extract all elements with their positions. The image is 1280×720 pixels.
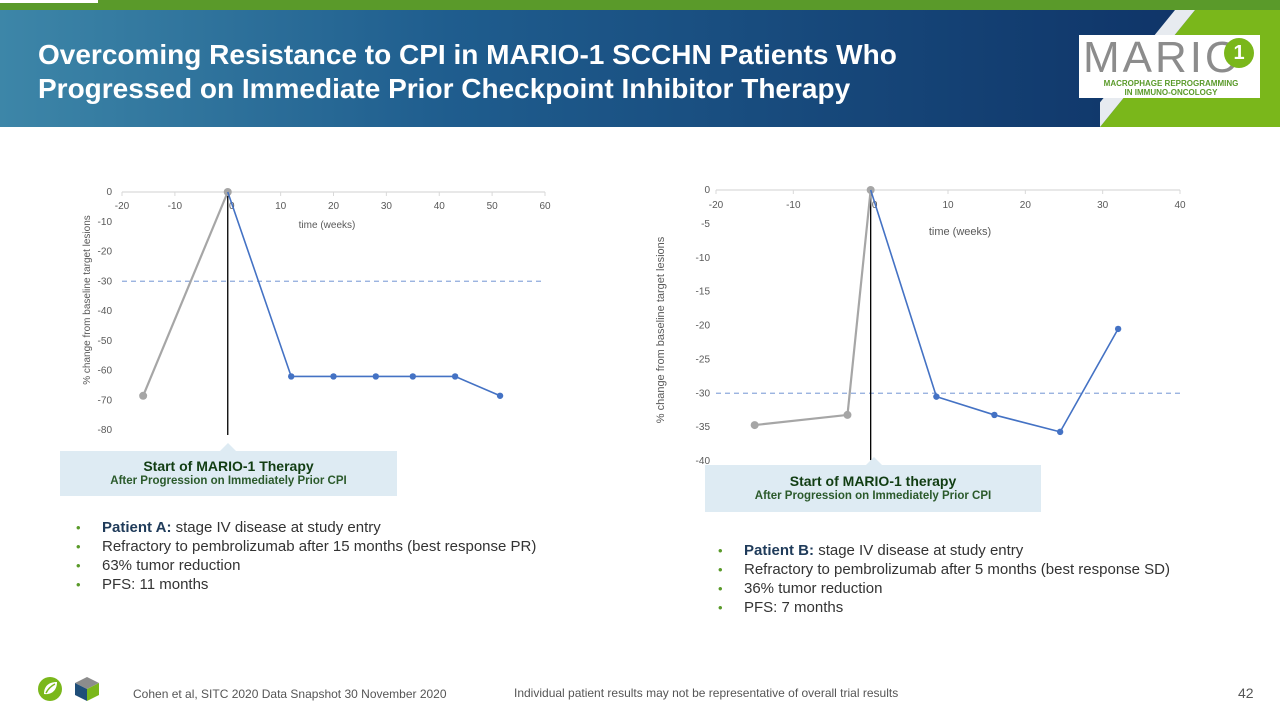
chart-b-data-point <box>1114 325 1122 333</box>
chart-b-y-tick-label: -15 <box>696 287 711 298</box>
callout-b-title: Start of MARIO-1 therapy <box>789 473 957 489</box>
chart-b-y-tick-label: -10 <box>696 253 711 264</box>
chart-a-x-tick-label: -20 <box>115 201 130 212</box>
chart-a-y-tick-label: -40 <box>98 306 113 317</box>
chart-b-y-tick-label: -5 <box>701 219 710 230</box>
chart-a-data-point <box>372 373 379 380</box>
patient-b-label: Patient B: <box>744 542 815 559</box>
chart-b-data-point <box>933 393 940 400</box>
chart-b-x-tick-label: -20 <box>709 200 724 211</box>
mario-logo: MARIO 1 MACROPHAGE REPROGRAMMING IN IMMU… <box>1079 33 1260 98</box>
chart-a-data-point <box>330 373 337 380</box>
chart-a-x-tick-label: 20 <box>328 201 340 212</box>
chart-b-data-point <box>1056 428 1064 436</box>
chart-a-y-tick-label: -70 <box>98 395 113 406</box>
chart-b-y-axis-label: % change from baseline target lesions <box>655 236 667 423</box>
top-accent-notch <box>0 0 98 3</box>
page-number: 42 <box>1238 685 1254 701</box>
chart-a-y-tick-label: -80 <box>98 425 113 436</box>
chart-a-x-tick-label: -10 <box>168 201 183 212</box>
chart-a-series-mario-line <box>226 191 501 397</box>
chart-b-y-tick-label: -25 <box>696 354 711 365</box>
chart-a-x-axis-label: time (weeks) <box>299 220 356 231</box>
list-item: PFS: 7 months <box>714 598 1234 617</box>
chart-a-y-tick-label: 0 <box>106 187 112 198</box>
list-item: 63% tumor reduction <box>72 556 542 575</box>
list-item: Refractory to pembrolizumab after 5 mont… <box>714 560 1234 579</box>
patient-b-bullets: Patient B: stage IV disease at study ent… <box>714 541 1234 617</box>
footer-citation: Cohen et al, SITC 2020 Data Snapshot 30 … <box>133 687 447 701</box>
chart-b-data-point <box>843 410 852 419</box>
top-accent-bar <box>0 0 1280 10</box>
chart-a-data-point <box>451 373 459 380</box>
chart-a-x-tick-label: 50 <box>487 201 499 212</box>
chart-a-data-point <box>409 373 417 380</box>
chart-b-y-tick-label: -40 <box>696 456 711 467</box>
chart-b-y-tick-label: -35 <box>696 422 711 433</box>
chart-a-x-tick-label: 40 <box>434 201 446 212</box>
chart-b-data-point <box>750 421 759 430</box>
list-item: Patient B: stage IV disease at study ent… <box>714 541 1234 560</box>
chart-a-y-tick-label: -20 <box>98 247 113 258</box>
logo-word: MARIO <box>1083 33 1243 82</box>
chart-b-data-point <box>991 411 998 419</box>
list-item: 36% tumor reduction <box>714 579 1234 598</box>
chart-a-y-tick-label: -10 <box>98 217 113 228</box>
cube-logo-icon <box>75 677 99 701</box>
chart-a-data-point <box>139 391 148 400</box>
list-item: Patient A: stage IV disease at study ent… <box>72 518 542 537</box>
title-line-2: Progressed on Immediate Prior Checkpoint… <box>38 73 851 104</box>
patient-a-bullets: Patient A: stage IV disease at study ent… <box>72 518 542 594</box>
chart-a-y-axis-label: % change from baseline target lesions <box>82 215 93 385</box>
callout-patient-a: Start of MARIO-1 Therapy After Progressi… <box>60 451 397 496</box>
chart-b-x-axis-label: time (weeks) <box>929 226 991 238</box>
chart-b-x-tick-label: -10 <box>786 200 801 211</box>
chart-a-y-tick-label: -60 <box>98 366 113 377</box>
header-banner <box>0 10 1280 127</box>
chart-b-series-mario-line <box>869 189 1119 433</box>
callout-a-subtitle: After Progression on Immediately Prior C… <box>110 475 347 487</box>
logo-number-badge: 1 <box>1224 38 1254 68</box>
callout-b-pointer <box>866 457 882 465</box>
list-item: PFS: 11 months <box>72 575 542 594</box>
callout-b-subtitle: After Progression on Immediately Prior C… <box>754 490 992 502</box>
chart-a-data-point <box>288 373 295 380</box>
callout-a-title: Start of MARIO-1 Therapy <box>143 458 314 474</box>
patient-a-label: Patient A: <box>102 519 172 536</box>
leaf-logo-icon <box>38 677 62 701</box>
chart-a-data-point <box>496 392 504 399</box>
logo-tagline: MACROPHAGE REPROGRAMMING IN IMMUNO-ONCOL… <box>1089 79 1253 97</box>
logo-tagline-line-1: MACROPHAGE REPROGRAMMING <box>1103 79 1239 88</box>
chart-b-y-tick-label: -20 <box>696 321 711 332</box>
logo-tagline-line-2: IN IMMUNO-ONCOLOGY <box>1124 88 1218 97</box>
chart-b-x-tick-label: 30 <box>1097 200 1109 211</box>
footer-disclaimer: Individual patient results may not be re… <box>514 686 899 700</box>
chart-patient-a: -20 -10 0 10 20 30 40 50 600-10-20-30-40-50-60-7… <box>82 187 551 436</box>
callout-patient-b: Start of MARIO-1 therapy After Progressi… <box>705 465 1041 512</box>
chart-a-series-prior-line <box>142 191 229 397</box>
chart-b-x-tick-label: 40 <box>1174 200 1186 211</box>
chart-b-y-tick-label: 0 <box>704 185 710 196</box>
chart-a-x-tick-label: 60 <box>539 201 551 212</box>
callout-a-pointer <box>220 443 236 451</box>
chart-a-x-tick-label: 10 <box>275 201 287 212</box>
title-line-1: Overcoming Resistance to CPI in MARIO-1 … <box>38 39 897 70</box>
chart-a-x-tick-label: 30 <box>381 201 393 212</box>
chart-patient-b: -20 -10 0 10 20 30 400-5-10-15-20-25-30-35-40t… <box>655 185 1186 467</box>
chart-b-y-tick-label: -30 <box>696 388 711 399</box>
chart-a-y-tick-label: -50 <box>98 336 113 347</box>
patient-a-item-1: stage IV disease at study entry <box>175 519 381 536</box>
list-item: Refractory to pembrolizumab after 15 mon… <box>72 537 542 556</box>
chart-b-x-tick-label: 20 <box>1020 200 1032 211</box>
patient-b-item-1: stage IV disease at study entry <box>818 542 1024 559</box>
chart-b-series-prior-line <box>754 189 872 427</box>
page-title: Overcoming Resistance to CPI in MARIO-1 … <box>38 38 1038 106</box>
chart-a-y-tick-label: -30 <box>98 276 113 287</box>
chart-b-x-tick-label: 10 <box>942 200 954 211</box>
